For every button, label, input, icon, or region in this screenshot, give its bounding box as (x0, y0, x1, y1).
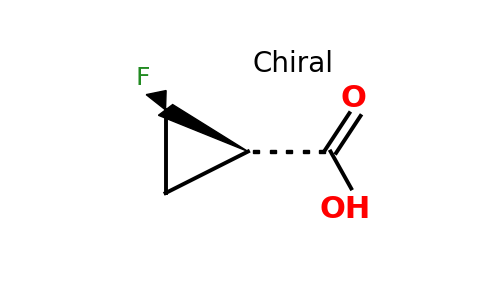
Polygon shape (253, 150, 259, 153)
Polygon shape (146, 91, 166, 110)
Text: Chiral: Chiral (253, 50, 333, 78)
Polygon shape (303, 150, 309, 153)
Polygon shape (319, 150, 325, 153)
Text: OH: OH (320, 195, 371, 224)
Polygon shape (158, 105, 248, 152)
Polygon shape (287, 150, 292, 153)
Polygon shape (270, 150, 276, 153)
Text: F: F (136, 66, 150, 90)
Text: O: O (340, 84, 366, 113)
